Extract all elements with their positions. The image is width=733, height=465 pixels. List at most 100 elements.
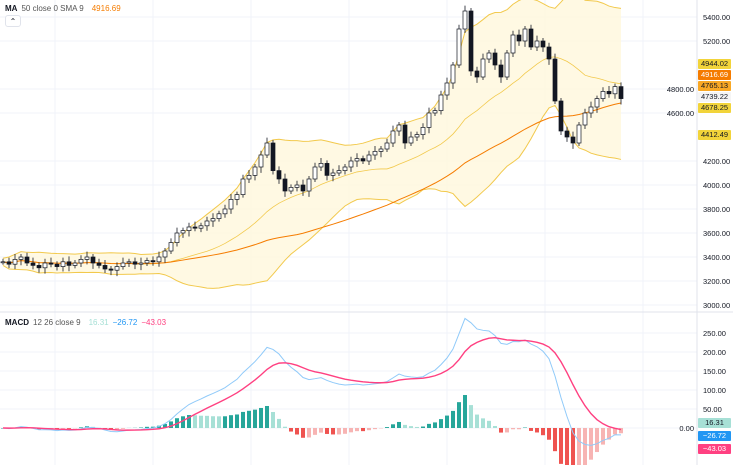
macd-histogram-bar [229,415,233,428]
macd-histogram-bar [61,428,65,429]
macd-legend-hist: 16.31 [88,318,109,327]
macd-histogram-bar [421,426,425,428]
macd-y-tick-label: 250.00 [703,329,726,338]
ma-legend[interactable]: MA 50 close 0 SMA 9 4916.69 [5,4,125,13]
macd-legend-name: MACD [5,318,29,327]
bollinger-upper [2,0,622,259]
macd-histogram-bar [499,428,503,433]
macd-histogram-bar [487,420,491,428]
y-tick-label: 3200.00 [703,277,730,286]
ma-legend-name: MA [5,4,18,13]
macd-histogram-bar [265,405,269,428]
candle-body [72,262,78,266]
candle-body [480,58,486,78]
bollinger-lower [2,104,622,289]
macd-histogram-bar [565,428,569,465]
macd-legend[interactable]: MACD 12 26 close 9 16.31 −26.72 −43.03 [5,318,170,327]
candle-body [276,170,282,180]
y-tick-label: 5400.00 [703,13,730,22]
macd-histogram-bar [283,426,287,428]
candle-body [600,91,606,99]
candle-body [174,232,180,243]
candle-body [150,260,156,263]
candle-body [288,187,294,192]
macd-histogram-bar [349,428,353,433]
macd-histogram-bar [577,428,581,465]
candle-body [420,127,426,135]
macd-histogram-bar [373,428,377,430]
macd-histogram-bar [475,414,479,428]
macd-histogram-bar [427,423,431,428]
macd-histogram-bar [403,424,407,428]
y-tick-label: 4600.00 [667,109,694,118]
candle-body [318,163,324,168]
macd-histogram-bar [241,411,245,428]
candle-body [594,98,600,108]
macd-histogram-bar [481,418,485,428]
macd-legend-signal: −43.03 [141,318,167,327]
candle-body [240,178,246,195]
macd-histogram-bar [595,428,599,453]
candle-body [390,130,396,144]
macd-histogram-bar [301,428,305,438]
macd-histogram-bar [271,412,275,428]
candle-body [294,184,300,188]
macd-histogram-bar [121,428,125,429]
candle-body [510,34,516,54]
macd-histogram-bar [211,416,215,428]
candle-body [60,261,66,267]
macd-histogram-bar [571,428,575,465]
y-tick-label: 3000.00 [703,301,730,310]
chevron-up-icon[interactable]: ⌃ [5,15,21,27]
macd-histogram-bar [169,421,173,428]
macd-histogram-bar [79,427,83,428]
macd-histogram-bar [307,428,311,438]
macd-histogram-bar [445,415,449,428]
macd-histogram-bar [361,428,365,432]
candle-body [96,262,102,266]
macd-histogram-bar [511,428,515,430]
y-tick-label: 5200.00 [703,37,730,46]
y-tick-label: 4200.00 [703,157,730,166]
macd-y-tick-label: 100.00 [703,386,726,395]
macd-line [2,317,622,446]
candle-body [6,261,12,265]
macd-histogram-bar [115,428,119,430]
macd-histogram-bar [343,428,347,434]
macd-histogram-bar [541,428,545,436]
macd-histogram-bar [535,428,539,433]
price-tag: 4739.22 [698,92,731,102]
candle-body [354,158,360,162]
candle-body [618,86,624,99]
macd-histogram-bar [559,428,563,464]
candle-body [582,112,588,126]
macd-histogram-bar [463,395,467,428]
macd-histogram-bar [391,424,395,428]
candle-body [234,194,240,200]
y-tick-label: 4000.00 [703,181,730,190]
y-tick-label: 3600.00 [703,229,730,238]
macd-histogram-bar [295,428,299,435]
candle-body [324,163,330,176]
candle-body [210,218,216,222]
candle-body [24,256,30,264]
macd-histogram-bar [385,427,389,428]
candle-body [66,261,72,266]
macd-histogram-bar [181,416,185,428]
candle-body [162,250,168,258]
candle-body [498,64,504,78]
macd-histogram-bar [331,428,335,435]
candle-body [336,170,342,174]
candle-body [450,64,456,84]
candle-body [312,166,318,180]
macd-histogram-bar [193,415,197,428]
candle-body [462,10,468,30]
candle-body [468,10,474,72]
macd-legend-params: 12 26 close 9 [33,318,81,327]
macd-y-tick-label: 50.00 [703,405,722,414]
candle-body [42,262,48,269]
macd-histogram-bar [187,415,191,428]
candle-body [126,261,132,264]
candle-body [570,136,576,144]
